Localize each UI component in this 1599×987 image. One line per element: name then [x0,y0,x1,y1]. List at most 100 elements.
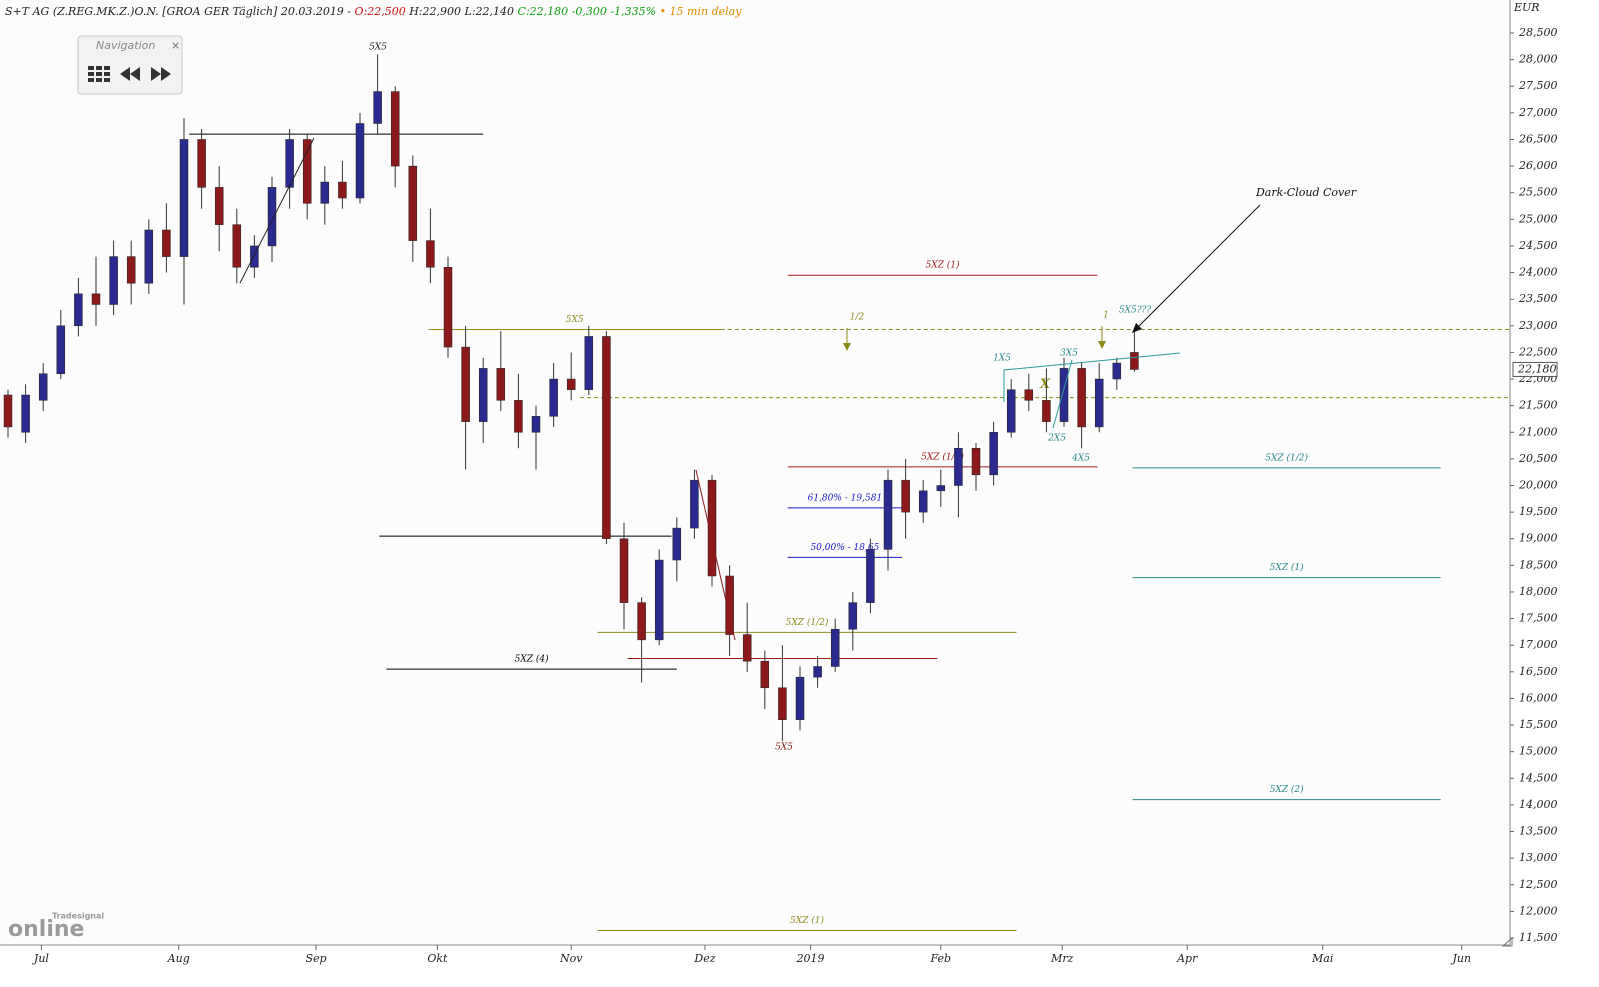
annotation: 1/2 [850,313,865,323]
open: O:22,500 [355,5,406,18]
header: S+T AG (Z.REG.MK.Z.)O.N. [GROA GER Tägli… [5,5,742,18]
y-tick-label: 15,000 [1519,745,1558,758]
x-tick-label: Dez [693,952,715,965]
delay: • 15 min delay [660,5,743,18]
candles [3,54,1139,742]
y-tick-label: 23,500 [1518,292,1558,305]
forward-button[interactable] [151,67,161,81]
y-tick-label: 27,500 [1518,79,1558,92]
y-tick-label: 20,000 [1518,479,1558,492]
navigation-close[interactable]: × [171,39,180,52]
candle-body [74,293,83,327]
annotation: 1 [1103,311,1109,321]
candle-body [584,336,594,390]
candle-body [1059,368,1069,422]
navigation-title: Navigation [96,39,155,52]
candle-body [320,181,330,204]
trend-line [695,469,736,641]
level-label: 5XZ (2) [1270,784,1304,795]
forward-button-part[interactable] [161,67,171,81]
candle-body [707,479,717,577]
candle-body [109,256,118,305]
y-tick-label: 24,000 [1518,266,1558,279]
candle-body [478,368,488,422]
y-tick-label: 14,500 [1519,771,1558,784]
candle-body [21,394,30,433]
y-tick-label: 16,500 [1519,665,1558,678]
y-tick-label: 17,000 [1519,638,1558,651]
y-tick-label: 25,000 [1518,212,1558,225]
candle-body [848,602,858,630]
candle-body [813,666,822,678]
candle-body [778,687,787,720]
levels: 5XZ (4) 5XZ (1) 5X5 X 5XZ (1/2) 5XZ (1/2) 5XZ … [189,133,1510,932]
date: 20.03.2019 - [280,5,351,18]
trend-line [1003,352,1181,402]
x-tick-label: 2019 [796,952,825,965]
y-tick-label: 26,000 [1518,159,1558,172]
level-label: 5XZ (1/2) [1265,452,1308,463]
trend-line [1052,359,1073,429]
candle-body [830,628,840,667]
candle-body [1042,400,1051,422]
candle-body [1006,389,1016,433]
logo-name: online [8,917,84,942]
arrow-head [1132,323,1142,333]
candle-body [1024,389,1034,401]
y-tick-label: 21,500 [1518,399,1558,412]
x-tick-label: Feb [930,952,952,965]
candle-body [38,373,48,401]
candle-body [302,139,312,204]
level-label: 5X5 [566,315,584,325]
candle-body [338,181,347,199]
y-tick-label: 27,000 [1518,106,1558,119]
candle-body [56,325,66,374]
candle-body [989,432,998,476]
candle-body [197,139,206,188]
level-label: 5XZ (1) [790,915,824,926]
candle-body [936,485,946,492]
candle-body [725,575,734,635]
x-tick-label: Aug [167,952,190,965]
grid-button[interactable] [88,66,110,82]
candle-body [3,394,13,428]
candle-body [690,479,699,529]
candle-body [672,527,682,561]
candle-body [91,293,101,305]
candle-body [443,266,453,348]
y-tick-label: 28,500 [1518,26,1558,39]
annotation: Dark-Cloud Cover [1255,186,1357,199]
candle-body [250,245,259,268]
y-tick-label: 18,000 [1519,585,1558,598]
rewind-button-part[interactable] [130,67,140,81]
x-tick-label: Mai [1311,952,1333,965]
y-tick-label: 25,500 [1518,186,1558,199]
last-price-box [1512,361,1558,377]
x-tick-label: Apr [1176,952,1198,965]
candle-body [760,660,770,689]
rewind-button[interactable] [120,67,130,81]
candle-body [355,123,365,199]
candle-body [1130,352,1139,370]
y-tick-label: 26,500 [1518,132,1558,145]
y-tick-label: 12,500 [1519,878,1558,891]
candle-body [1112,362,1122,380]
annotation: 5X5 [369,43,387,53]
candle-body [795,676,805,720]
annotation: 4X5 [1071,454,1090,464]
candle-body [144,229,154,284]
candle-body [1094,378,1104,428]
level-label: 5XZ (4) [515,654,549,665]
x-tick-label: Sep [305,952,326,965]
candle-body [742,634,752,662]
resize-grip [1501,936,1513,947]
change-pct: -1,335% [610,5,656,18]
annotation: 5X5??? [1119,306,1152,316]
axes: 11,500 12,000 12,500 13,000 13,500 14,000 14,5… [32,26,1558,965]
y-tick-label: 19,000 [1519,532,1558,545]
annotation: 2X5 [1047,434,1066,444]
y-tick-label: 28,000 [1518,53,1558,66]
trend-line [239,137,315,284]
y-tick-label: 18,500 [1519,558,1558,571]
y-tick-label: 23,000 [1518,319,1558,332]
